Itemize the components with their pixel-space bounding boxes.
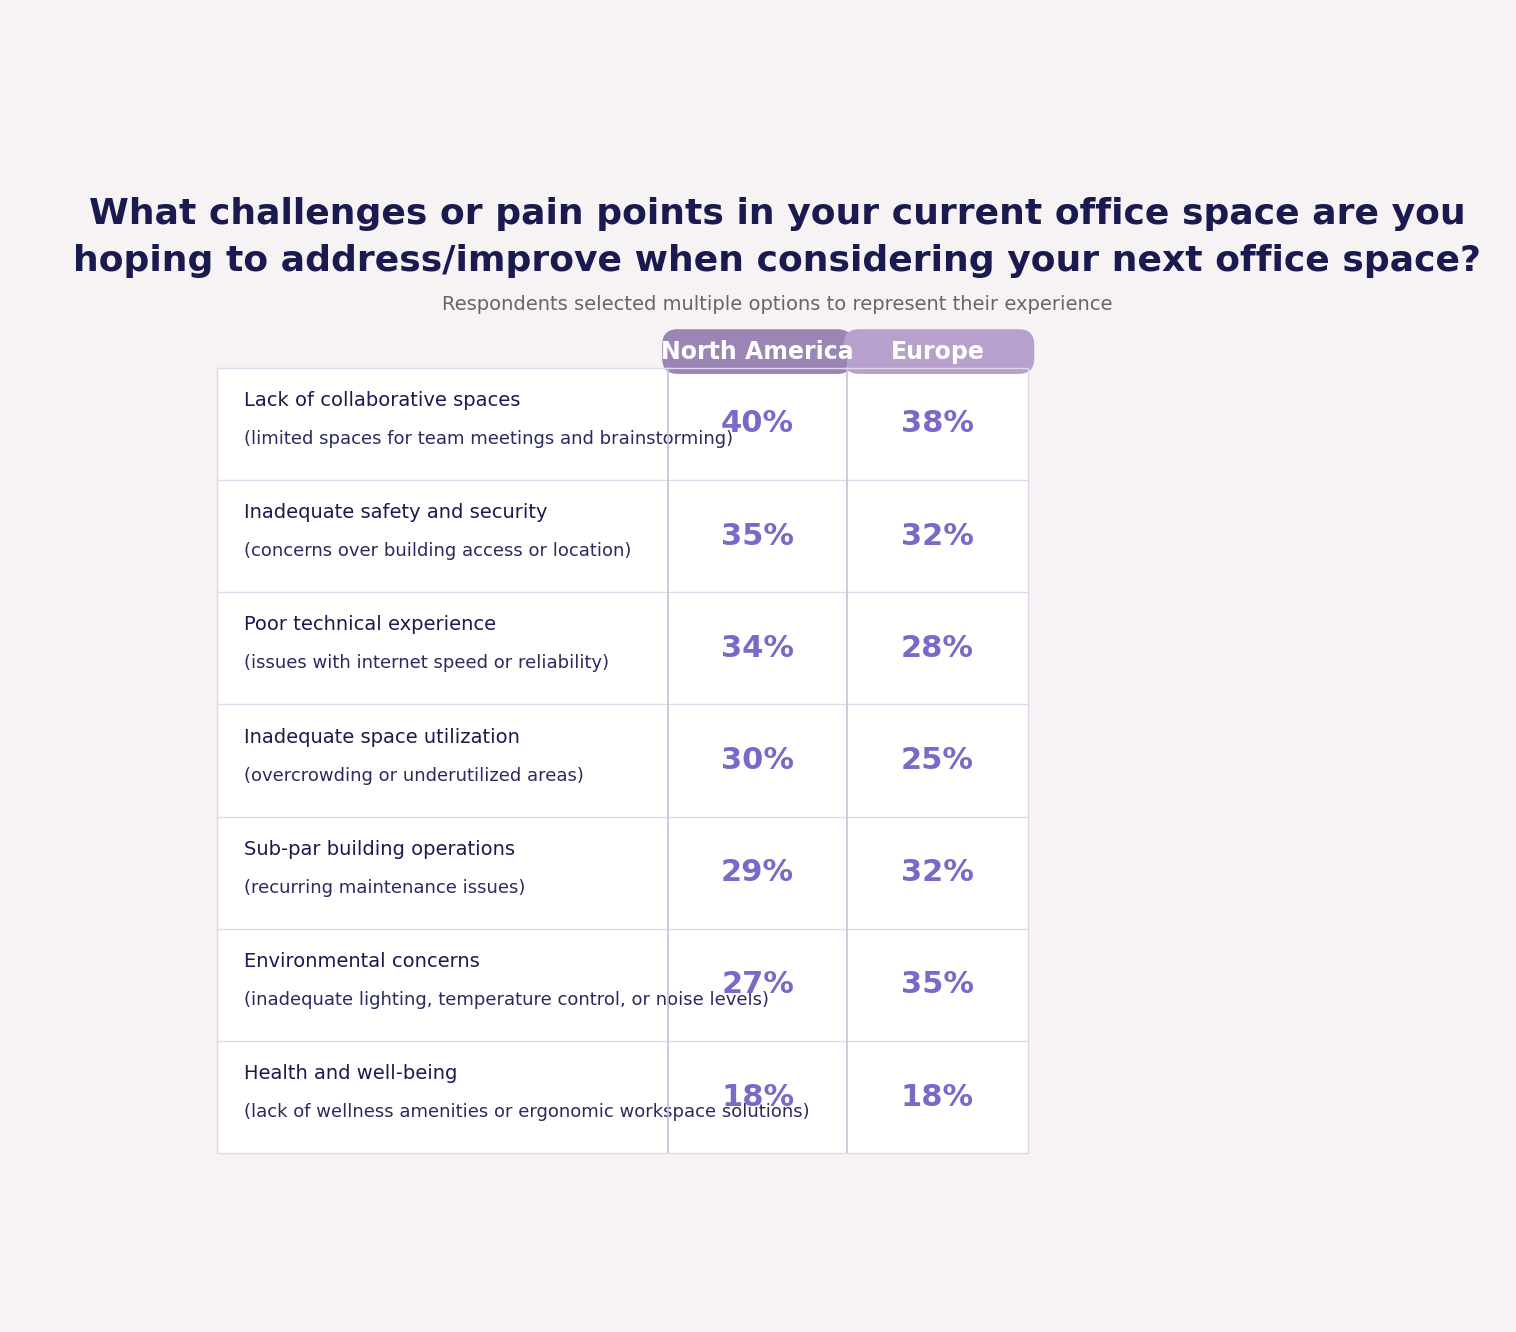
Text: Lack of collaborative spaces: Lack of collaborative spaces — [244, 392, 520, 410]
Text: 38%: 38% — [901, 409, 973, 438]
Text: (lack of wellness amenities or ergonomic workspace solutions): (lack of wellness amenities or ergonomic… — [244, 1103, 810, 1122]
Text: (recurring maintenance issues): (recurring maintenance issues) — [244, 879, 525, 896]
Text: Poor technical experience: Poor technical experience — [244, 615, 496, 634]
Text: 28%: 28% — [901, 634, 973, 663]
Text: Europe: Europe — [890, 340, 984, 364]
Text: 29%: 29% — [722, 858, 794, 887]
Text: 18%: 18% — [722, 1083, 794, 1111]
Text: Inadequate safety and security: Inadequate safety and security — [244, 503, 547, 522]
Text: 32%: 32% — [901, 522, 973, 550]
Text: Respondents selected multiple options to represent their experience: Respondents selected multiple options to… — [441, 294, 1113, 313]
Text: (inadequate lighting, temperature control, or noise levels): (inadequate lighting, temperature contro… — [244, 991, 769, 1010]
Text: Health and well-being: Health and well-being — [244, 1064, 458, 1083]
Text: (concerns over building access or location): (concerns over building access or locati… — [244, 542, 631, 561]
FancyBboxPatch shape — [217, 368, 669, 1154]
Text: (issues with internet speed or reliability): (issues with internet speed or reliabili… — [244, 654, 609, 673]
FancyBboxPatch shape — [843, 329, 1034, 374]
Text: 34%: 34% — [722, 634, 794, 663]
Text: 32%: 32% — [901, 858, 973, 887]
Bar — [669, 349, 847, 368]
Text: (overcrowding or underutilized areas): (overcrowding or underutilized areas) — [244, 767, 584, 785]
Bar — [217, 368, 1028, 1154]
Text: Inadequate space utilization: Inadequate space utilization — [244, 727, 520, 746]
Text: 18%: 18% — [901, 1083, 973, 1111]
FancyBboxPatch shape — [662, 329, 854, 374]
Bar — [850, 349, 1028, 368]
Text: 30%: 30% — [722, 746, 794, 775]
Text: 40%: 40% — [722, 409, 794, 438]
Text: North America: North America — [661, 340, 854, 364]
Text: 35%: 35% — [722, 522, 794, 550]
FancyBboxPatch shape — [669, 368, 1028, 1154]
Text: What challenges or pain points in your current office space are you
hoping to ad: What challenges or pain points in your c… — [73, 197, 1481, 278]
Text: (limited spaces for team meetings and brainstorming): (limited spaces for team meetings and br… — [244, 430, 732, 448]
Text: Environmental concerns: Environmental concerns — [244, 952, 479, 971]
Text: Sub-par building operations: Sub-par building operations — [244, 839, 515, 859]
Text: 25%: 25% — [901, 746, 973, 775]
Text: 27%: 27% — [722, 970, 794, 999]
Text: 35%: 35% — [901, 970, 973, 999]
